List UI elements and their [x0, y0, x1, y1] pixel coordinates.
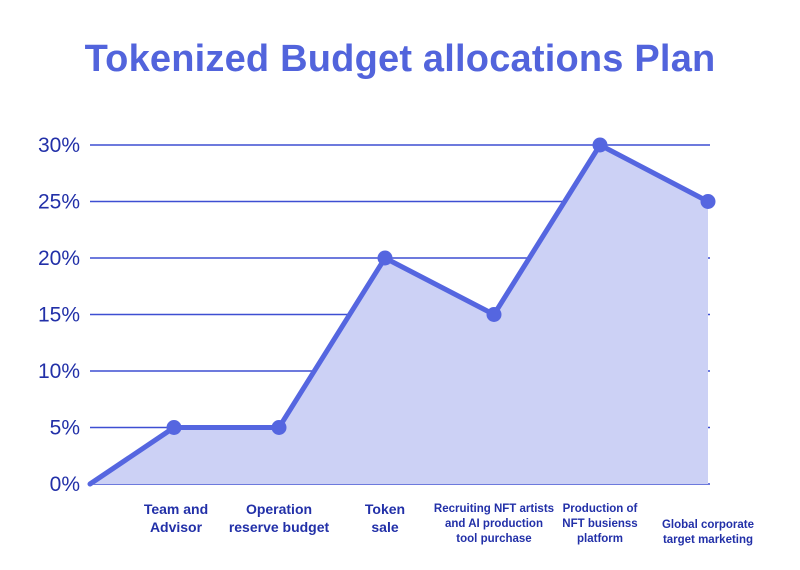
- data-point: [486, 307, 502, 322]
- data-point: [377, 250, 393, 266]
- markers-group: [166, 137, 716, 435]
- data-point: [271, 420, 287, 435]
- data-point: [700, 194, 716, 209]
- y-axis-tick-labels: 0% 5% 10% 15% 20% 25% 30%: [38, 134, 80, 496]
- y-tick-label: 15%: [38, 304, 80, 327]
- area-fill: [90, 145, 708, 484]
- y-tick-label: 10%: [38, 360, 80, 383]
- y-tick-label: 25%: [38, 191, 80, 214]
- y-tick-label: 5%: [50, 417, 80, 440]
- y-tick-label: 0%: [50, 473, 80, 496]
- x-category-label: Global corporate target marketing: [662, 519, 754, 546]
- x-category-label: Recruiting NFT artists and AI production t…: [434, 503, 554, 545]
- x-category-label: Team and Advisor: [144, 501, 208, 535]
- data-point: [166, 420, 182, 435]
- y-tick-label: 30%: [38, 134, 80, 157]
- x-axis-category-labels: Team and Advisor Operation reserve budget To…: [144, 501, 754, 546]
- area-fill-group: [90, 145, 708, 484]
- x-category-label: Token sale: [365, 501, 405, 535]
- data-point: [592, 137, 608, 153]
- y-tick-label: 20%: [38, 247, 80, 270]
- x-category-label: Operation reserve budget: [229, 501, 330, 535]
- x-category-label: Production of NFT busienss platform: [562, 503, 637, 545]
- chart-title: Tokenized Budget allocations Plan: [84, 38, 716, 80]
